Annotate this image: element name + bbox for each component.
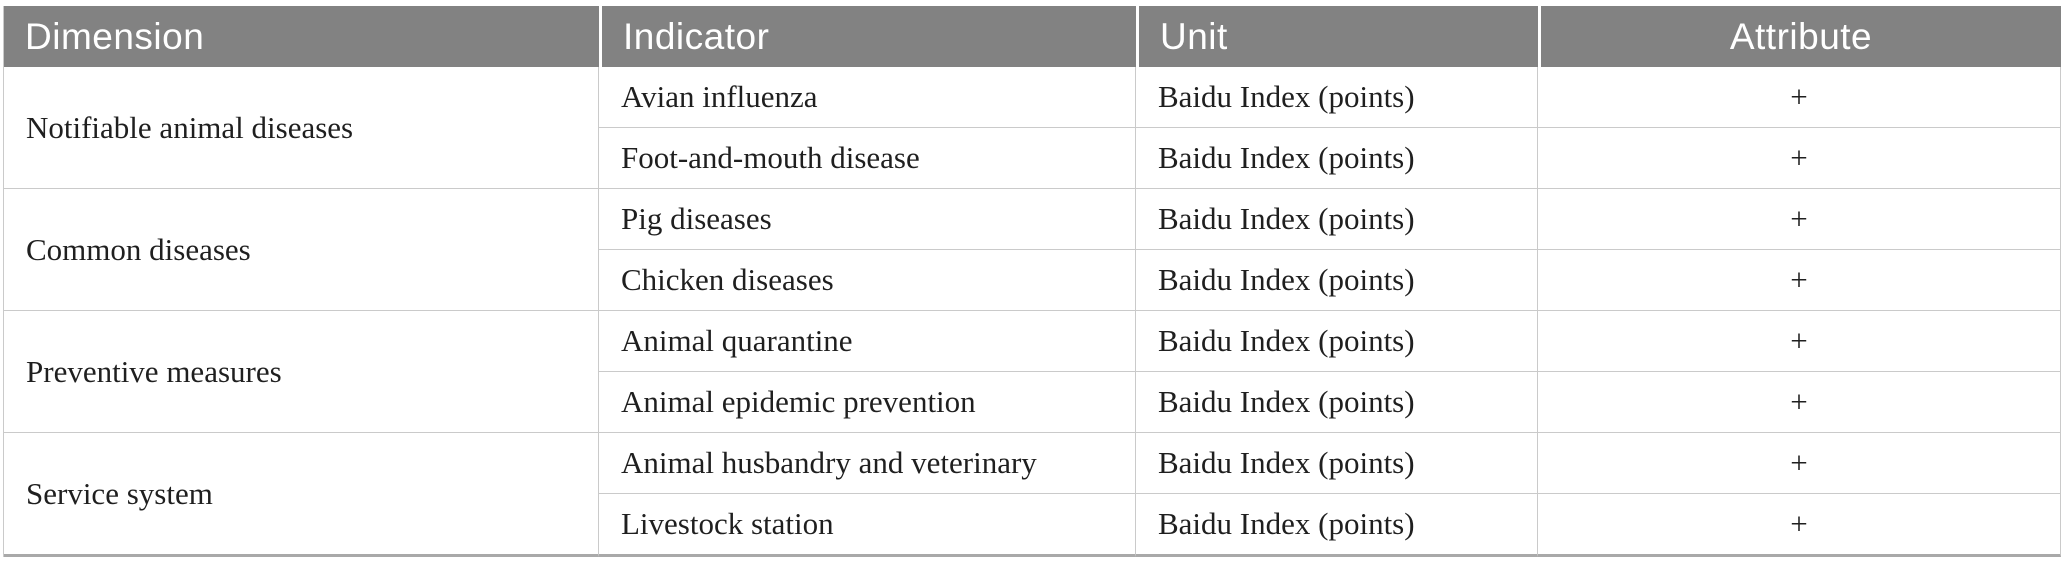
unit-cell: Baidu Index (points) [1136, 189, 1538, 250]
table-row: Animal epidemic prevention Baidu Index (… [4, 372, 2061, 433]
indicator-table: Dimension Indicator Unit Attribute Notif… [3, 6, 2061, 557]
column-header-attribute: Attribute [1538, 6, 2061, 67]
attribute-cell: + [1538, 128, 2061, 189]
attribute-cell: + [1538, 189, 2061, 250]
dimension-cell: Common diseases [4, 189, 599, 311]
unit-cell: Baidu Index (points) [1136, 372, 1538, 433]
indicator-cell: Chicken diseases [599, 250, 1136, 311]
unit-cell: Baidu Index (points) [1136, 311, 1538, 372]
attribute-cell: + [1538, 311, 2061, 372]
attribute-cell: + [1538, 372, 2061, 433]
column-header-indicator: Indicator [599, 6, 1136, 67]
indicator-cell: Animal epidemic prevention [599, 372, 1136, 433]
column-header-unit: Unit [1136, 6, 1538, 67]
table-figure: Dimension Indicator Unit Attribute Notif… [3, 6, 2061, 557]
unit-cell: Baidu Index (points) [1136, 128, 1538, 189]
dimension-cell: Notifiable animal diseases [4, 67, 599, 189]
indicator-cell: Animal husbandry and veterinary [599, 433, 1136, 494]
indicator-cell: Livestock station [599, 494, 1136, 557]
table-row: Notifiable animal diseases Avian influen… [4, 67, 2061, 189]
dimension-cell: Service system [4, 433, 599, 557]
table-row: Preventive measures Animal quarantine Ba… [4, 311, 2061, 433]
table-row: Foot-and-mouth disease Baidu Index (poin… [4, 128, 2061, 189]
table-row: Livestock station Baidu Index (points) + [4, 494, 2061, 557]
attribute-cell: + [1538, 494, 2061, 557]
attribute-cell: + [1538, 433, 2061, 494]
unit-cell: Baidu Index (points) [1136, 494, 1538, 557]
attribute-cell: + [1538, 250, 2061, 311]
dimension-cell: Preventive measures [4, 311, 599, 433]
indicator-cell: Avian influenza [599, 67, 1136, 128]
unit-cell: Baidu Index (points) [1136, 250, 1538, 311]
table-row: Common diseases Pig diseases Baidu Index… [4, 189, 2061, 311]
table-row: Service system Animal husbandry and vete… [4, 433, 2061, 557]
header-row: Dimension Indicator Unit Attribute [4, 6, 2061, 67]
unit-cell: Baidu Index (points) [1136, 433, 1538, 494]
column-header-dimension: Dimension [4, 6, 599, 67]
attribute-cell: + [1538, 67, 2061, 128]
indicator-cell: Animal quarantine [599, 311, 1136, 372]
table-row: Chicken diseases Baidu Index (points) + [4, 250, 2061, 311]
unit-cell: Baidu Index (points) [1136, 67, 1538, 128]
indicator-cell: Foot-and-mouth disease [599, 128, 1136, 189]
indicator-cell: Pig diseases [599, 189, 1136, 250]
